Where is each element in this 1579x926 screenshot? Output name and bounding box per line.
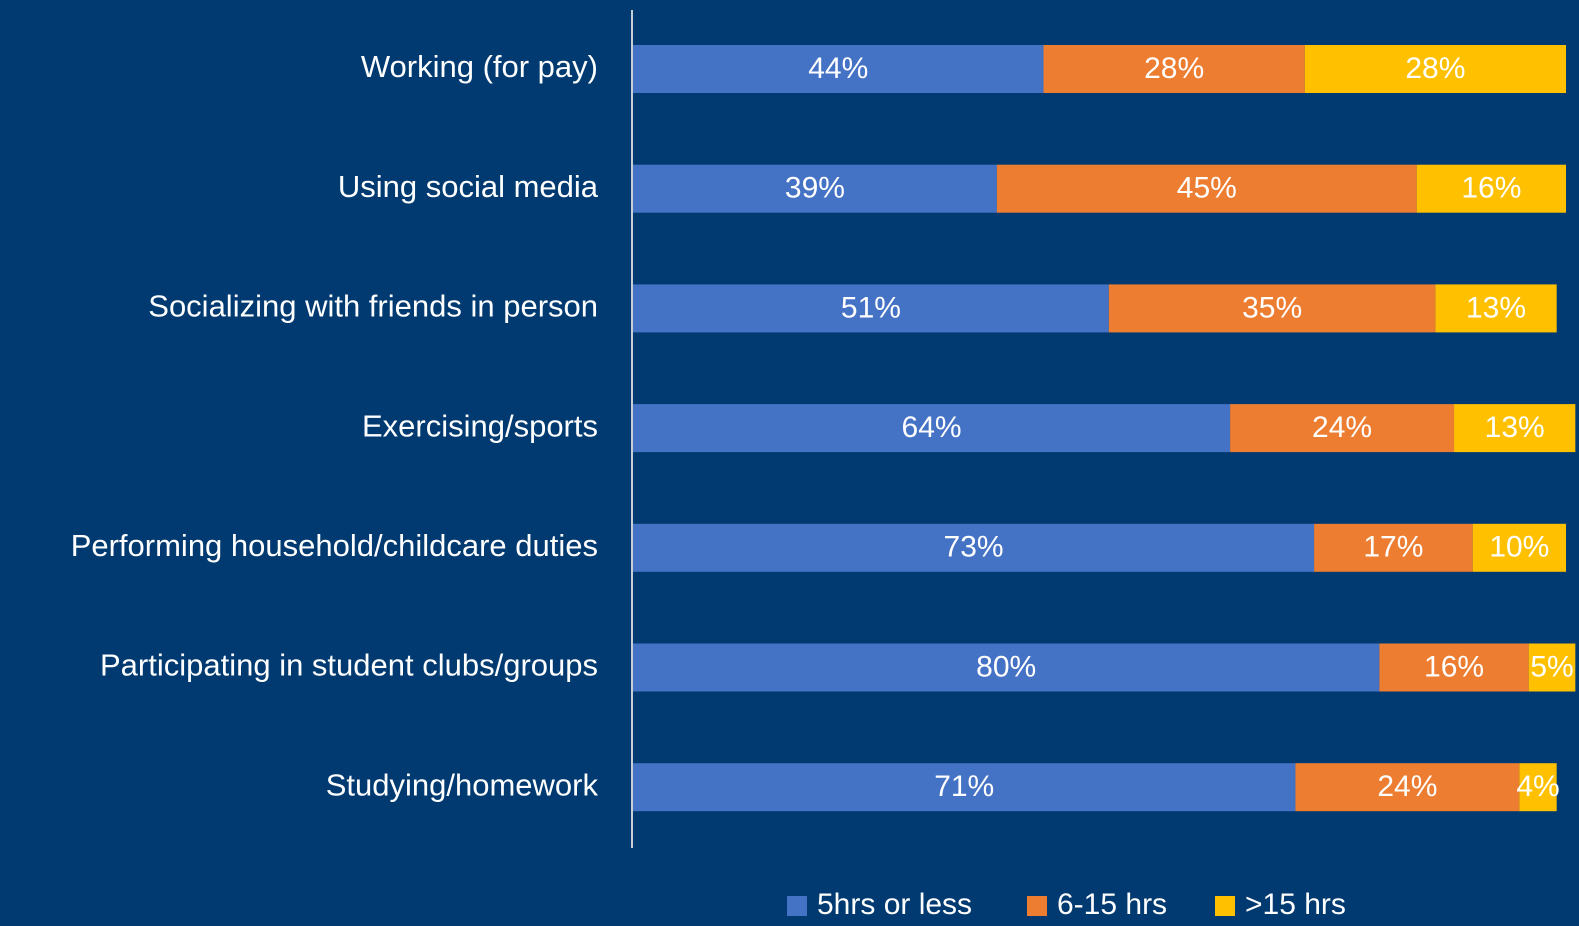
data-label: 16% [1424,650,1484,683]
data-label: 16% [1461,172,1521,205]
bar-segment [633,763,1296,812]
bar-segment [1304,45,1566,93]
data-label: 71% [934,770,994,803]
data-label: 28% [1405,52,1465,85]
legend-swatch [1215,896,1235,916]
bar-segment [1416,164,1566,213]
data-label: 24% [1312,411,1372,444]
data-label: 4% [1516,770,1559,803]
legend-label: 6-15 hrs [1057,888,1167,921]
legend-label: 5hrs or less [817,888,972,921]
bar-segment [633,643,1380,692]
category-label: Participating in student clubs/groups [100,648,598,683]
bar-segment [1528,643,1576,692]
bar-segment [1108,284,1436,333]
category-label: Performing household/childcare duties [71,528,598,563]
category-label: Socializing with friends in person [148,289,598,324]
category-label: Working (for pay) [361,49,598,84]
data-label: 13% [1466,291,1526,324]
data-label: 45% [1177,172,1237,205]
bar-segment [1519,763,1557,812]
bar-segment [996,164,1417,213]
bar-segment [1295,763,1520,812]
category-label: Exercising/sports [362,408,598,443]
data-label: 39% [785,172,845,205]
data-label: 17% [1363,531,1423,564]
data-label: 73% [944,531,1004,564]
bar-segment [633,284,1109,333]
category-label: Using social media [338,169,599,204]
bar-segment [1379,643,1529,692]
data-label: 24% [1377,770,1437,803]
data-label: 44% [808,52,868,85]
legend-swatch [787,896,807,916]
bar-segment [633,523,1315,572]
data-label: 28% [1144,52,1204,85]
category-label: Studying/homework [326,767,599,802]
legend-label: >15 hrs [1245,888,1346,921]
data-label: 80% [976,650,1036,683]
bar-segment [1314,523,1473,572]
data-label: 10% [1489,531,1549,564]
data-label: 35% [1242,291,1302,324]
bar-segment [633,45,1044,93]
bar-segment [1043,45,1305,93]
bar-segment [1454,404,1576,453]
bar-segment [1435,284,1557,333]
legend-swatch [1027,896,1047,916]
bar-segment [1230,404,1455,453]
bar-segment [633,164,997,213]
bar-segment [633,404,1231,453]
data-label: 5% [1530,650,1573,683]
data-label: 64% [902,411,962,444]
data-label: 51% [841,291,901,324]
data-label: 13% [1485,411,1545,444]
bar-segment [1472,523,1566,572]
